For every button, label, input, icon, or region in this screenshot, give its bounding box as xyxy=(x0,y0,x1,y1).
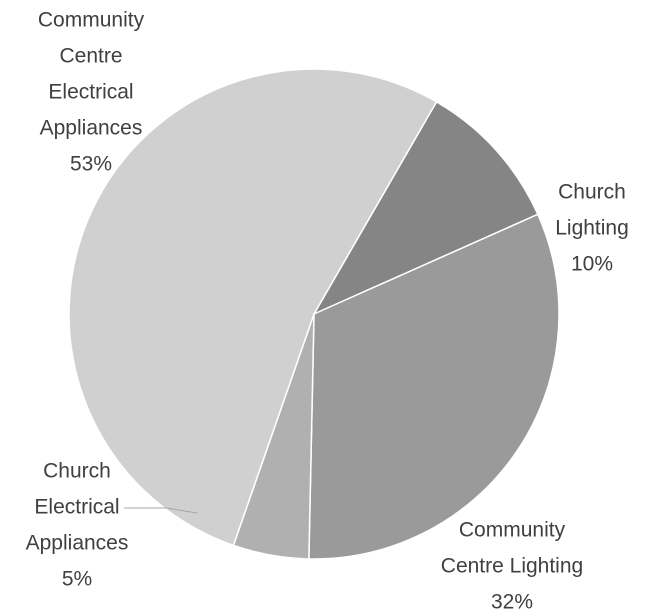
pie-slice-2 xyxy=(308,213,560,560)
data-label-name-line: Electrical xyxy=(34,496,119,519)
pie-slice-4 xyxy=(68,68,438,547)
data-label-name-line: Appliances xyxy=(26,532,129,555)
data-label-name-line: Appliances xyxy=(40,117,143,140)
data-label-1: Church Lighting 10% xyxy=(555,181,629,276)
data-label-name-line: Church xyxy=(43,460,111,483)
data-label-name-line: Lighting xyxy=(555,217,629,240)
data-label-name-line: Community xyxy=(459,519,566,542)
data-label-percent: 10% xyxy=(571,253,613,276)
data-label-name-line: Centre Lighting xyxy=(441,555,583,578)
data-label-percent: 32% xyxy=(491,591,533,614)
data-label-name-line: Electrical xyxy=(48,81,133,104)
data-label-percent: 53% xyxy=(70,153,112,176)
data-label-2: Community Centre Lighting 32% xyxy=(441,519,583,614)
pie-slice-1 xyxy=(312,100,539,316)
data-label-4: Community Centre Electrical Appliances 53% xyxy=(38,9,145,176)
data-label-name-line: Centre xyxy=(59,45,122,68)
data-label-3: Church Electrical Appliances 5% xyxy=(26,460,129,591)
data-label-name-line: Community xyxy=(38,9,145,32)
data-label-percent: 5% xyxy=(62,568,92,591)
data-labels: Church Lighting 10% Community Centre Lightin… xyxy=(26,9,629,614)
data-label-name-line: Church xyxy=(558,181,626,204)
label-leader-lines xyxy=(124,507,198,514)
pie-slices xyxy=(68,68,560,560)
leader-line-3 xyxy=(124,507,198,514)
